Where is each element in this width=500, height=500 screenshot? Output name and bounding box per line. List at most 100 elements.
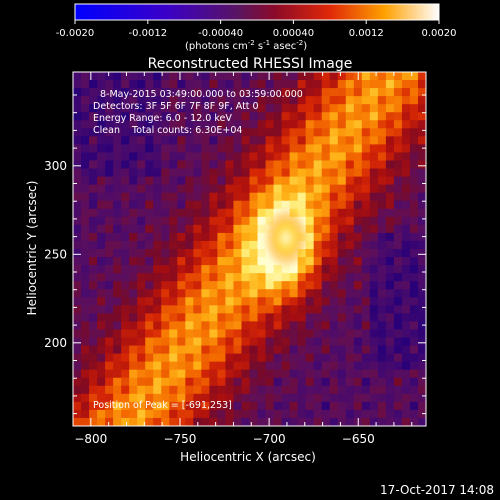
heatmap-cell	[249, 297, 259, 306]
heatmap-cell	[361, 104, 371, 113]
heatmap-cell	[169, 393, 178, 403]
heatmap-cell	[129, 184, 138, 194]
heatmap-cell	[273, 120, 283, 129]
heatmap-cell	[385, 313, 395, 323]
heatmap-cell	[305, 409, 315, 419]
heatmap-cell	[201, 321, 210, 331]
heatmap-cell	[185, 72, 194, 81]
heatmap-cell	[145, 168, 154, 178]
heatmap-cell	[281, 313, 291, 323]
heatmap-cell	[297, 144, 307, 154]
heatmap-cell	[241, 168, 251, 178]
heatmap-cell	[297, 168, 307, 178]
heatmap-cell	[81, 120, 90, 129]
heatmap-cell	[377, 120, 387, 129]
heatmap-cell	[89, 305, 98, 314]
heatmap-cell	[313, 313, 323, 323]
heatmap-cell	[297, 289, 307, 298]
heatmap-cell	[121, 321, 130, 331]
heatmap-cell	[409, 329, 419, 339]
heatmap-cell	[161, 417, 170, 426]
heatmap-cell	[409, 232, 419, 242]
heatmap-cell	[89, 337, 98, 347]
heatmap-cell	[153, 297, 162, 306]
heatmap-cell	[161, 80, 170, 89]
heatmap-cell	[361, 249, 371, 258]
heatmap-cell	[137, 96, 146, 105]
heatmap-cell	[249, 80, 259, 89]
heatmap-cell	[353, 321, 363, 331]
heatmap-cell	[89, 112, 98, 121]
heatmap-cell	[185, 361, 194, 371]
heatmap-cell	[377, 88, 387, 97]
heatmap-cell	[297, 176, 307, 186]
heatmap-cell	[241, 128, 251, 137]
heatmap-cell	[137, 72, 146, 81]
heatmap-cell	[345, 337, 355, 347]
heatmap-cell	[137, 305, 146, 314]
heatmap-cell	[81, 104, 90, 113]
heatmap-cell	[161, 385, 170, 395]
heatmap-cell	[153, 184, 162, 194]
heatmap-cell	[73, 305, 82, 314]
heatmap-cell	[321, 232, 331, 242]
heatmap-cell	[217, 361, 227, 371]
heatmap-cell	[289, 409, 299, 419]
heatmap-cell	[145, 232, 154, 242]
heatmap-cell	[305, 273, 315, 282]
heatmap-cell	[169, 152, 178, 162]
heatmap-cell	[321, 369, 331, 379]
heatmap-cell	[81, 249, 90, 258]
heatmap-cell	[193, 240, 202, 250]
heatmap-cell	[329, 200, 339, 210]
heatmap-cell	[193, 120, 202, 129]
heatmap-cell	[209, 249, 219, 258]
heatmap-cell	[113, 377, 122, 387]
heatmap-cell	[369, 112, 379, 121]
heatmap-cell	[225, 361, 235, 371]
heatmap-cell	[401, 224, 411, 234]
heatmap-cell	[417, 361, 426, 371]
heatmap-cell	[297, 417, 307, 426]
heatmap-cell	[289, 289, 299, 298]
heatmap-cell	[273, 353, 283, 363]
heatmap-cell	[137, 353, 146, 363]
heatmap-cell	[297, 96, 307, 105]
heatmap-cell	[345, 321, 355, 331]
heatmap-cell	[225, 417, 235, 426]
heatmap-cell	[241, 216, 251, 226]
heatmap-cell	[249, 289, 259, 298]
heatmap-cell	[393, 409, 403, 419]
heatmap-cell	[329, 184, 339, 194]
heatmap-cell	[265, 184, 275, 194]
heatmap-cell	[265, 168, 275, 178]
heatmap-cell	[153, 417, 162, 426]
heatmap-cell	[81, 417, 90, 426]
heatmap-cell	[385, 305, 395, 314]
heatmap-cell	[145, 216, 154, 226]
heatmap-cell	[169, 369, 178, 379]
heatmap-cell	[377, 249, 387, 258]
heatmap-cell	[385, 337, 395, 347]
heatmap-cell	[305, 112, 315, 121]
heatmap-cell	[209, 152, 219, 162]
heatmap-cell	[353, 289, 363, 298]
heatmap-cell	[249, 192, 259, 202]
heatmap-cell	[297, 385, 307, 395]
heatmap-cell	[177, 321, 186, 331]
heatmap-cell	[393, 265, 403, 274]
heatmap-cell	[161, 305, 170, 314]
colorbar-tick-label: 0.0020	[422, 28, 457, 39]
heatmap-cell	[361, 305, 371, 314]
heatmap-cell	[241, 329, 251, 339]
heatmap-cell	[257, 401, 267, 411]
heatmap-cell	[193, 409, 202, 419]
heatmap-cell	[345, 136, 355, 146]
heatmap-cell	[257, 96, 267, 105]
heatmap-cell	[121, 184, 130, 194]
heatmap-cell	[97, 160, 106, 170]
heatmap-cell	[161, 313, 170, 323]
heatmap-cell	[345, 200, 355, 210]
heatmap-cell	[305, 385, 315, 395]
heatmap-cell	[121, 329, 130, 339]
